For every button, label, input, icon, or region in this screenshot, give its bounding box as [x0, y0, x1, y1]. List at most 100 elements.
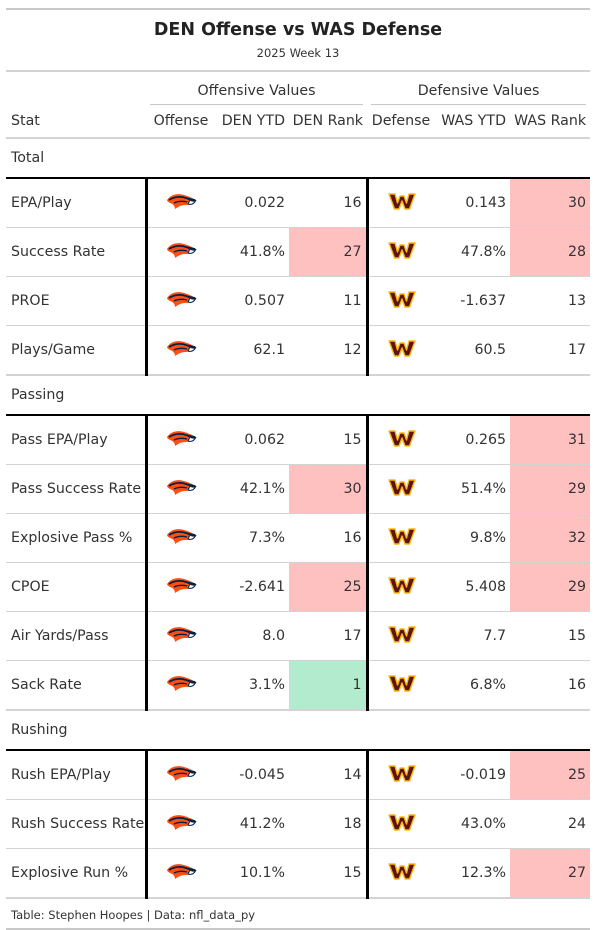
- was-rank-cell: 31: [510, 415, 591, 465]
- was-rank-cell: 28: [510, 227, 591, 277]
- col-header-was-ytd: WAS YTD: [435, 105, 511, 139]
- commanders-logo-icon: [388, 241, 416, 263]
- was-ytd-cell: 47.8%: [435, 227, 511, 277]
- offense-logo-cell: [144, 750, 216, 800]
- column-header-row: Stat Offense DEN YTD DEN Rank Defense WA…: [6, 105, 591, 139]
- was-ytd-cell: 0.143: [435, 178, 511, 228]
- den-rank-cell: 25: [289, 562, 368, 612]
- stat-name-cell: PROE: [6, 276, 146, 326]
- offensive-values-spanner: Offensive Values: [150, 83, 364, 105]
- den-rank-cell: 16: [289, 178, 368, 228]
- table-row: Plays/Game 62.1 12 60.5 17: [6, 325, 591, 376]
- broncos-logo-icon: [166, 289, 198, 313]
- was-ytd-cell: 0.265: [435, 415, 511, 465]
- table-row: Air Yards/Pass 8.0 17 7.7 15: [6, 611, 591, 661]
- broncos-logo-icon: [166, 338, 198, 362]
- was-ytd-cell: 51.4%: [435, 464, 511, 514]
- broncos-logo-icon: [166, 812, 198, 836]
- defense-logo-cell: [365, 227, 436, 277]
- table-title: DEN Offense vs WAS Defense: [153, 20, 443, 40]
- was-rank-cell: 25: [510, 750, 591, 800]
- defense-logo-cell: [365, 464, 436, 514]
- den-ytd-cell: 62.1: [216, 325, 289, 376]
- group-label: Passing: [6, 374, 591, 416]
- commanders-logo-icon: [388, 478, 416, 500]
- stat-name-cell: Explosive Run %: [6, 848, 146, 899]
- offense-logo-cell: [144, 513, 216, 563]
- den-rank-cell: 15: [289, 415, 368, 465]
- table-subtitle: 2025 Week 13: [256, 46, 340, 60]
- offense-logo-cell: [144, 848, 216, 899]
- defense-logo-cell: [365, 178, 436, 228]
- commanders-logo-icon: [388, 862, 416, 884]
- offense-logo-cell: [144, 178, 216, 228]
- stat-name-cell: Pass EPA/Play: [6, 415, 146, 465]
- den-rank-cell: 16: [289, 513, 368, 563]
- den-ytd-cell: 3.1%: [216, 660, 289, 711]
- source-caption: Table: Stephen Hoopes | Data: nfl_data_p…: [11, 908, 256, 922]
- broncos-logo-icon: [166, 575, 198, 599]
- commanders-logo-icon: [388, 339, 416, 361]
- commanders-logo-icon: [388, 429, 416, 451]
- group-row: Rushing: [6, 709, 591, 751]
- table-row: Pass Success Rate 42.1% 30 51.4% 29: [6, 464, 591, 514]
- den-rank-cell: 1: [289, 660, 368, 711]
- commanders-logo-icon: [388, 527, 416, 549]
- was-rank-cell: 13: [510, 276, 591, 326]
- top-rule: [6, 8, 590, 10]
- den-ytd-cell: -0.045: [216, 750, 289, 800]
- den-rank-cell: 30: [289, 464, 368, 514]
- offense-logo-cell: [144, 276, 216, 326]
- matchup-stats-table: Offensive Values Defensive Values Stat O…: [6, 72, 591, 899]
- stat-name-cell: Rush EPA/Play: [6, 750, 146, 800]
- den-rank-cell: 18: [289, 799, 368, 849]
- col-header-stat: Stat: [6, 105, 146, 139]
- commanders-logo-icon: [388, 764, 416, 786]
- group-row: Passing: [6, 374, 591, 416]
- was-ytd-cell: 7.7: [435, 611, 511, 661]
- defense-logo-cell: [365, 513, 436, 563]
- commanders-logo-icon: [388, 674, 416, 696]
- was-ytd-cell: 60.5: [435, 325, 511, 376]
- was-rank-cell: 24: [510, 799, 591, 849]
- broncos-logo-icon: [166, 763, 198, 787]
- offense-logo-cell: [144, 799, 216, 849]
- was-rank-cell: 30: [510, 178, 591, 228]
- den-ytd-cell: -2.641: [216, 562, 289, 612]
- defense-logo-cell: [365, 750, 436, 800]
- den-ytd-cell: 8.0: [216, 611, 289, 661]
- den-ytd-cell: 41.8%: [216, 227, 289, 277]
- group-label: Total: [6, 138, 591, 179]
- table-body: Total EPA/Play 0.022 16 0.143 30 Success Rate 4…: [6, 138, 591, 899]
- den-ytd-cell: 10.1%: [216, 848, 289, 899]
- table-row: Sack Rate 3.1% 1 6.8% 16: [6, 660, 591, 711]
- stat-name-cell: Sack Rate: [6, 660, 146, 711]
- was-rank-cell: 27: [510, 848, 591, 899]
- den-rank-cell: 27: [289, 227, 368, 277]
- table-row: Explosive Run % 10.1% 15 12.3% 27: [6, 848, 591, 899]
- stat-name-cell: Air Yards/Pass: [6, 611, 146, 661]
- broncos-logo-icon: [166, 477, 198, 501]
- defense-logo-cell: [365, 660, 436, 711]
- defense-logo-cell: [365, 415, 436, 465]
- was-rank-cell: 15: [510, 611, 591, 661]
- offense-logo-cell: [144, 611, 216, 661]
- was-rank-cell: 17: [510, 325, 591, 376]
- was-ytd-cell: -1.637: [435, 276, 511, 326]
- was-rank-cell: 32: [510, 513, 591, 563]
- offense-logo-cell: [144, 227, 216, 277]
- den-rank-cell: 17: [289, 611, 368, 661]
- spanner-header-row: Offensive Values Defensive Values: [6, 72, 590, 105]
- was-rank-cell: 29: [510, 464, 591, 514]
- den-ytd-cell: 41.2%: [216, 799, 289, 849]
- stat-name-cell: Pass Success Rate: [6, 464, 146, 514]
- stat-name-cell: Rush Success Rate: [6, 799, 146, 849]
- commanders-logo-icon: [388, 192, 416, 214]
- offense-logo-cell: [144, 325, 216, 376]
- offense-logo-cell: [144, 464, 216, 514]
- col-header-defense: Defense: [367, 105, 436, 139]
- commanders-logo-icon: [388, 576, 416, 598]
- table-row: Rush Success Rate 41.2% 18 43.0% 24: [6, 799, 591, 849]
- table-row: Explosive Pass % 7.3% 16 9.8% 32: [6, 513, 591, 563]
- defense-logo-cell: [365, 276, 436, 326]
